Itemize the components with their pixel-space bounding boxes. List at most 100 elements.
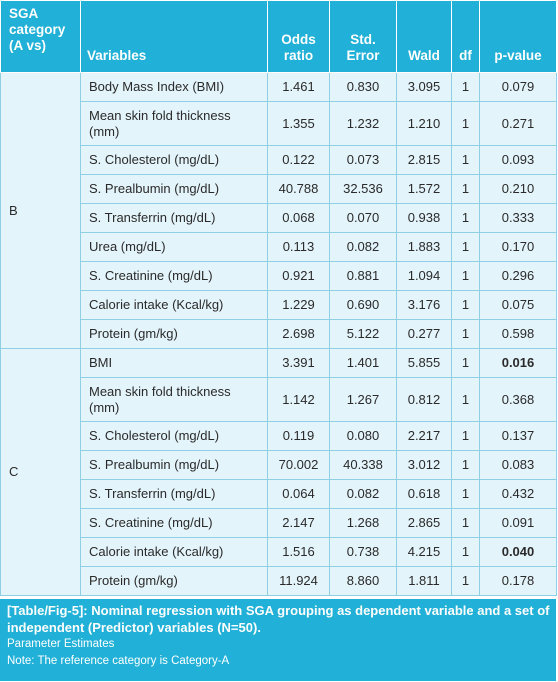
group-label: B: [0, 72, 81, 349]
group-label: C: [0, 348, 81, 596]
table-row: Mean skin fold thickness (mm) 1.142 1.267 0…: [1, 377, 557, 422]
df-cell: 1: [451, 377, 480, 422]
wald-cell: 2.815: [396, 145, 452, 175]
wald-cell: 1.572: [396, 174, 452, 204]
table-row: Calorie intake (Kcal/kg) 1.229 0.690 3.176 1…: [1, 290, 557, 320]
variable-name: Calorie intake (Kcal/kg): [80, 537, 268, 567]
odds-ratio-cell: 0.122: [267, 145, 330, 175]
table-row: S. Cholesterol (mg/dL) 0.122 0.073 2.815 1 0.…: [1, 145, 557, 175]
p-value-cell: 0.079: [479, 72, 557, 102]
table-row: C BMI 3.391 1.401 5.855 1 0.016: [0, 348, 557, 596]
wald-cell: 4.215: [396, 537, 452, 567]
variable-name: Protein (gm/kg): [80, 319, 268, 349]
variable-name: Mean skin fold thickness (mm): [80, 377, 268, 422]
header-p-value: p-value: [479, 0, 557, 73]
table-row: B Body Mass Index (BMI) 1.461 0.830 3.095 1 0.…: [0, 72, 557, 349]
p-value-cell: 0.598: [479, 319, 557, 349]
variable-name: S. Cholesterol (mg/dL): [80, 145, 268, 175]
odds-ratio-cell: 1.229: [267, 290, 330, 320]
table-row: Protein (gm/kg) 2.698 5.122 0.277 1 0.598: [1, 319, 557, 349]
wald-cell: 3.176: [396, 290, 452, 320]
table-row: Urea (mg/dL) 0.113 0.082 1.883 1 0.170: [1, 232, 557, 262]
header-variables: Variables: [80, 0, 268, 73]
table-row: Protein (gm/kg) 11.924 8.860 1.811 1 0.178: [1, 566, 557, 596]
p-value-cell: 0.093: [479, 145, 557, 175]
std-error-cell: 0.070: [329, 203, 397, 233]
p-value-cell: 0.091: [479, 508, 557, 538]
df-cell: 1: [451, 101, 480, 146]
header-sga-category: SGA category (A vs): [0, 0, 81, 73]
variable-name: S. Transferrin (mg/dL): [80, 203, 268, 233]
variable-name: Urea (mg/dL): [80, 232, 268, 262]
std-error-cell: 1.267: [329, 377, 397, 422]
table-row: S. Creatinine (mg/dL) 0.921 0.881 1.094 1 0.2…: [1, 261, 557, 291]
table-row: S. Transferrin (mg/dL) 0.068 0.070 0.938 1 0.…: [1, 203, 557, 233]
caption-note: Note: The reference category is Category…: [7, 655, 230, 667]
odds-ratio-cell: 1.142: [267, 377, 330, 422]
wald-cell: 2.217: [396, 421, 452, 451]
df-cell: 1: [451, 203, 480, 233]
wald-cell: 1.210: [396, 101, 452, 146]
p-value-cell: 0.016: [479, 348, 557, 378]
df-cell: 1: [451, 450, 480, 480]
odds-ratio-cell: 70.002: [267, 450, 330, 480]
std-error-cell: 0.881: [329, 261, 397, 291]
odds-ratio-cell: 1.516: [267, 537, 330, 567]
df-cell: 1: [451, 290, 480, 320]
variable-name: Calorie intake (Kcal/kg): [80, 290, 268, 320]
variable-name: S. Cholesterol (mg/dL): [80, 421, 268, 451]
std-error-cell: 0.690: [329, 290, 397, 320]
wald-cell: 3.012: [396, 450, 452, 480]
table-row: S. Cholesterol (mg/dL) 0.119 0.080 2.217 1 0.…: [1, 421, 557, 451]
odds-ratio-cell: 0.064: [267, 479, 330, 509]
odds-ratio-cell: 2.698: [267, 319, 330, 349]
wald-cell: 3.095: [396, 72, 452, 102]
variable-name: Protein (gm/kg): [80, 566, 268, 596]
std-error-cell: 0.738: [329, 537, 397, 567]
df-cell: 1: [451, 421, 480, 451]
variable-name: Mean skin fold thickness (mm): [80, 101, 268, 146]
df-cell: 1: [451, 566, 480, 596]
p-value-cell: 0.432: [479, 479, 557, 509]
odds-ratio-cell: 40.788: [267, 174, 330, 204]
table-body: B Body Mass Index (BMI) 1.461 0.830 3.095 1 0.…: [0, 72, 557, 596]
std-error-cell: 1.268: [329, 508, 397, 538]
std-error-cell: 32.536: [329, 174, 397, 204]
odds-ratio-cell: 0.921: [267, 261, 330, 291]
df-cell: 1: [451, 319, 480, 349]
header-std-error: Std. Error: [329, 0, 397, 73]
table-row: Calorie intake (Kcal/kg) 1.516 0.738 4.215 1…: [1, 537, 557, 567]
df-cell: 1: [451, 348, 480, 378]
odds-ratio-cell: 0.068: [267, 203, 330, 233]
caption-title: [Table/Fig-5]: Nominal regression with S…: [7, 603, 550, 635]
header-odds-ratio: Odds ratio: [267, 0, 330, 73]
variable-name: S. Prealbumin (mg/dL): [80, 450, 268, 480]
wald-cell: 0.938: [396, 203, 452, 233]
variable-name: BMI: [80, 348, 268, 378]
wald-cell: 0.618: [396, 479, 452, 509]
table-row: S. Prealbumin (mg/dL) 40.788 32.536 1.572 1 0…: [1, 174, 557, 204]
variable-name: S. Transferrin (mg/dL): [80, 479, 268, 509]
std-error-cell: 1.401: [329, 348, 397, 378]
std-error-cell: 1.232: [329, 101, 397, 146]
p-value-cell: 0.210: [479, 174, 557, 204]
odds-ratio-cell: 0.119: [267, 421, 330, 451]
variable-name: S. Prealbumin (mg/dL): [80, 174, 268, 204]
wald-cell: 0.277: [396, 319, 452, 349]
p-value-cell: 0.170: [479, 232, 557, 262]
table-row: S. Transferrin (mg/dL) 0.064 0.082 0.618 1 0.…: [1, 479, 557, 509]
odds-ratio-cell: 1.461: [267, 72, 330, 102]
df-cell: 1: [451, 261, 480, 291]
df-cell: 1: [451, 72, 480, 102]
regression-table: SGA category (A vs) Variables Odds ratio…: [0, 0, 557, 596]
wald-cell: 5.855: [396, 348, 452, 378]
p-value-cell: 0.137: [479, 421, 557, 451]
header-df: df: [451, 0, 480, 73]
p-value-cell: 0.368: [479, 377, 557, 422]
std-error-cell: 8.860: [329, 566, 397, 596]
odds-ratio-cell: 3.391: [267, 348, 330, 378]
table-row: Mean skin fold thickness (mm) 1.355 1.232 1…: [1, 101, 557, 146]
table-caption: [Table/Fig-5]: Nominal regression with S…: [0, 599, 556, 681]
p-value-cell: 0.271: [479, 101, 557, 146]
